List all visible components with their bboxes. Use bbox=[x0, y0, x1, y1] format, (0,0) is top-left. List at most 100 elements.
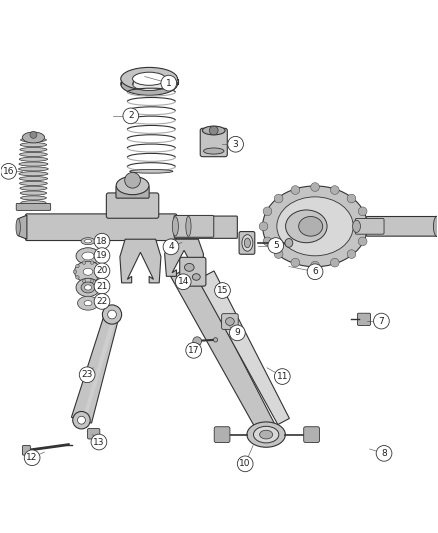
Ellipse shape bbox=[19, 157, 48, 161]
Circle shape bbox=[76, 276, 79, 279]
Ellipse shape bbox=[81, 282, 95, 293]
Text: 18: 18 bbox=[96, 237, 108, 246]
Ellipse shape bbox=[22, 132, 45, 143]
Circle shape bbox=[362, 222, 371, 231]
Circle shape bbox=[268, 238, 284, 253]
FancyBboxPatch shape bbox=[200, 128, 227, 157]
Ellipse shape bbox=[20, 181, 47, 185]
Text: 8: 8 bbox=[381, 449, 387, 458]
FancyBboxPatch shape bbox=[174, 215, 214, 237]
Ellipse shape bbox=[192, 274, 200, 280]
Polygon shape bbox=[71, 312, 119, 423]
Text: 2: 2 bbox=[128, 111, 134, 120]
Ellipse shape bbox=[116, 176, 149, 195]
Text: 3: 3 bbox=[233, 140, 238, 149]
FancyBboxPatch shape bbox=[22, 446, 30, 455]
Circle shape bbox=[82, 279, 86, 282]
Circle shape bbox=[274, 194, 283, 203]
Text: 22: 22 bbox=[96, 297, 108, 306]
Circle shape bbox=[97, 264, 100, 268]
Ellipse shape bbox=[133, 77, 166, 91]
Ellipse shape bbox=[76, 278, 100, 297]
Circle shape bbox=[161, 75, 177, 91]
Text: 19: 19 bbox=[96, 251, 108, 260]
Text: 15: 15 bbox=[217, 286, 228, 295]
Text: 4: 4 bbox=[168, 243, 174, 252]
Circle shape bbox=[311, 261, 319, 270]
FancyBboxPatch shape bbox=[180, 257, 206, 286]
Circle shape bbox=[274, 250, 283, 259]
Circle shape bbox=[94, 248, 110, 263]
Text: 7: 7 bbox=[378, 317, 384, 326]
Circle shape bbox=[163, 239, 179, 255]
Text: 16: 16 bbox=[3, 167, 14, 176]
Circle shape bbox=[263, 237, 272, 246]
Ellipse shape bbox=[21, 196, 46, 200]
Ellipse shape bbox=[121, 72, 177, 95]
Circle shape bbox=[259, 222, 268, 231]
Circle shape bbox=[30, 131, 37, 139]
Ellipse shape bbox=[78, 296, 99, 310]
Polygon shape bbox=[165, 239, 204, 276]
Circle shape bbox=[90, 279, 94, 282]
Circle shape bbox=[123, 108, 139, 124]
Ellipse shape bbox=[133, 72, 166, 85]
Circle shape bbox=[90, 261, 94, 264]
Circle shape bbox=[91, 434, 107, 450]
FancyBboxPatch shape bbox=[355, 219, 384, 234]
Ellipse shape bbox=[21, 138, 46, 142]
Ellipse shape bbox=[121, 67, 177, 90]
Circle shape bbox=[94, 263, 110, 279]
Ellipse shape bbox=[260, 430, 273, 439]
Circle shape bbox=[94, 233, 110, 249]
Text: 5: 5 bbox=[273, 241, 279, 250]
FancyBboxPatch shape bbox=[106, 193, 159, 218]
Circle shape bbox=[230, 325, 245, 341]
Circle shape bbox=[102, 305, 122, 324]
FancyBboxPatch shape bbox=[222, 313, 238, 329]
Text: 10: 10 bbox=[240, 459, 251, 469]
Circle shape bbox=[376, 446, 392, 461]
Ellipse shape bbox=[20, 191, 47, 195]
Circle shape bbox=[1, 164, 16, 179]
FancyBboxPatch shape bbox=[16, 204, 51, 211]
Circle shape bbox=[330, 185, 339, 195]
Text: 14: 14 bbox=[177, 277, 189, 286]
Ellipse shape bbox=[83, 268, 93, 275]
Circle shape bbox=[209, 126, 218, 135]
FancyBboxPatch shape bbox=[174, 216, 237, 238]
Ellipse shape bbox=[19, 172, 48, 176]
Circle shape bbox=[347, 250, 356, 259]
Circle shape bbox=[291, 259, 300, 267]
Ellipse shape bbox=[74, 261, 102, 282]
Ellipse shape bbox=[299, 216, 323, 236]
FancyBboxPatch shape bbox=[357, 313, 371, 326]
Ellipse shape bbox=[242, 235, 253, 251]
Ellipse shape bbox=[184, 263, 194, 271]
Ellipse shape bbox=[213, 338, 218, 342]
Ellipse shape bbox=[21, 201, 46, 205]
Ellipse shape bbox=[20, 143, 47, 147]
Circle shape bbox=[76, 264, 79, 268]
Ellipse shape bbox=[19, 162, 48, 166]
FancyBboxPatch shape bbox=[239, 231, 255, 254]
Circle shape bbox=[193, 337, 201, 345]
FancyBboxPatch shape bbox=[116, 186, 149, 198]
Ellipse shape bbox=[20, 186, 47, 190]
Ellipse shape bbox=[202, 126, 225, 135]
Circle shape bbox=[97, 276, 100, 279]
Circle shape bbox=[307, 264, 323, 280]
Text: 9: 9 bbox=[234, 328, 240, 337]
Text: 20: 20 bbox=[96, 266, 108, 276]
Ellipse shape bbox=[20, 152, 47, 157]
Polygon shape bbox=[171, 265, 275, 432]
Circle shape bbox=[263, 207, 272, 216]
Text: 13: 13 bbox=[93, 438, 105, 447]
Ellipse shape bbox=[18, 167, 48, 171]
FancyBboxPatch shape bbox=[88, 429, 100, 439]
Circle shape bbox=[78, 416, 85, 424]
Circle shape bbox=[311, 183, 319, 191]
Circle shape bbox=[237, 456, 253, 472]
Polygon shape bbox=[120, 239, 161, 283]
Circle shape bbox=[358, 207, 367, 216]
